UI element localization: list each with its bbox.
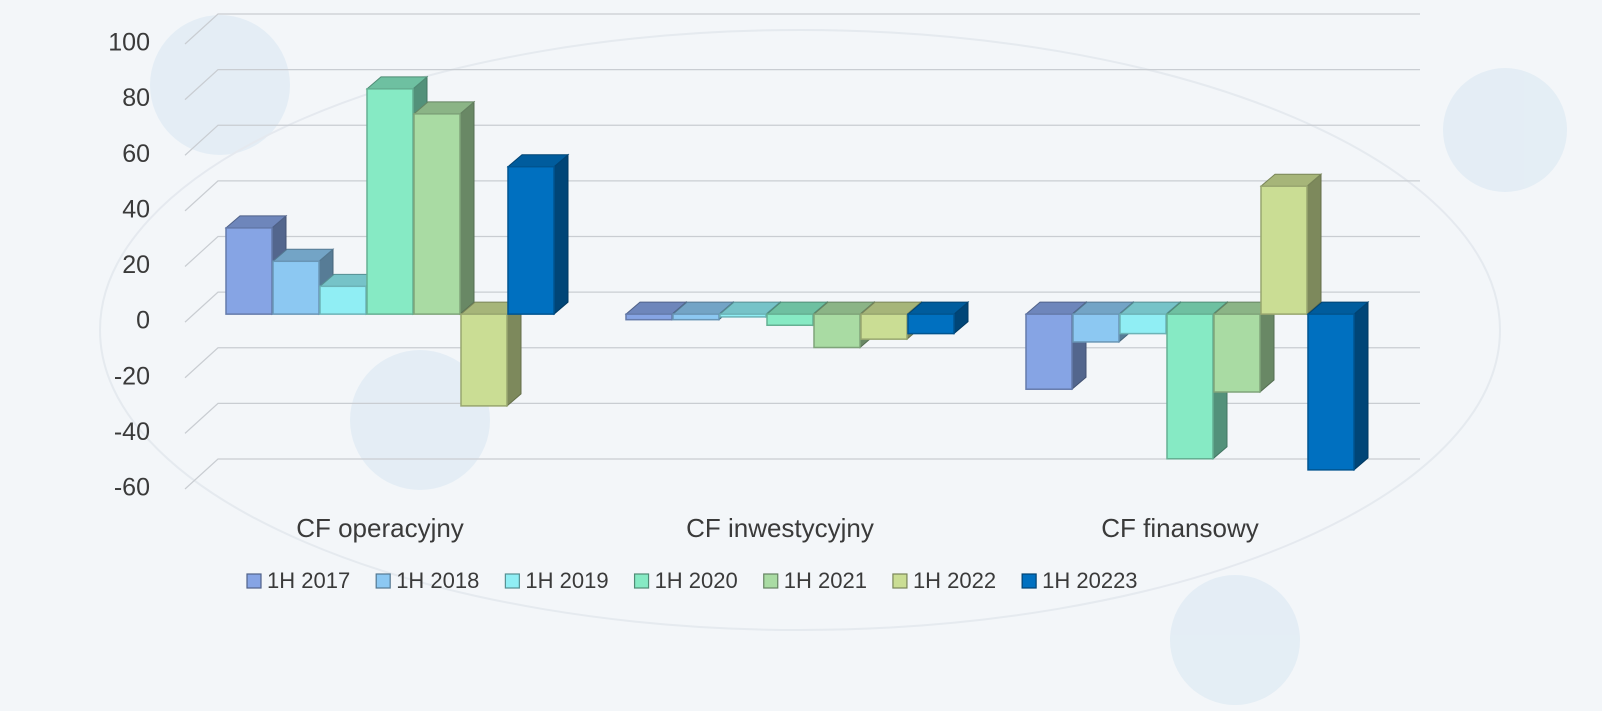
bar [225,227,273,315]
bar [507,165,555,315]
decor-circle [1170,575,1300,705]
y-tick-label: 100 [108,29,150,57]
bar [813,313,861,349]
bar [1213,313,1261,393]
y-tick-label: -40 [114,418,150,446]
legend-swatch [375,573,391,589]
x-tick-label: CF operacyjny [296,513,464,543]
bar [1072,313,1120,343]
decor-arc [99,29,1501,631]
decor-circle [150,15,290,155]
decor-circle [350,350,490,490]
x-tick-label: CF finansowy [1101,513,1259,543]
bar [719,313,767,318]
bar [413,113,461,315]
bar [1307,313,1355,471]
grid-line [184,458,1420,490]
background [99,15,1567,705]
grid-line [184,69,1420,101]
bar [907,313,955,335]
y-tick-label: 20 [122,251,150,279]
bar [860,313,908,340]
y-tick-label: -20 [114,362,150,390]
legend-label: 1H 2022 [913,568,996,593]
legend-label: 1H 2021 [784,568,867,593]
bar-side [506,301,522,407]
bar [1260,185,1308,315]
bar-side [553,153,569,316]
bar-side [459,100,475,316]
y-tick-label: 80 [122,84,150,112]
bar-side [1306,173,1322,316]
legend-swatch [763,573,779,589]
bar-side [1259,301,1275,394]
y-tick-label: 0 [136,307,150,335]
bar [625,313,673,321]
legend-label: 1H 2018 [396,568,479,593]
grid-line [184,13,1420,45]
legend-swatch [504,573,520,589]
grid-line [184,402,1420,434]
y-tick-label: 40 [122,195,150,223]
bar [1119,313,1167,335]
legend-swatch [246,573,262,589]
bar [272,260,320,315]
bar [319,285,367,315]
legend-swatch [633,573,650,589]
grid-line [184,347,1420,379]
bar [366,88,414,315]
bar [1166,313,1214,460]
y-tick-label: -60 [114,474,150,502]
bar [460,313,508,407]
legend-label: 1H 2019 [525,568,608,593]
bar-side [1353,301,1369,471]
x-tick-label: CF inwestycyjny [686,513,874,543]
grid-line [184,235,1420,267]
bar [1025,313,1073,390]
grid-line [184,124,1420,156]
legend-label: 1H 2017 [267,568,350,593]
grid-line [184,180,1420,212]
decor-circle [1443,68,1567,192]
bar [766,313,814,326]
legend-label: 1H 2020 [655,568,738,593]
legend-swatch [1021,573,1037,589]
legend-swatch [892,573,908,589]
bar [672,313,720,321]
legend-label: 1H 20223 [1042,568,1137,593]
y-tick-label: 60 [122,140,150,168]
grid-line [184,291,1420,323]
